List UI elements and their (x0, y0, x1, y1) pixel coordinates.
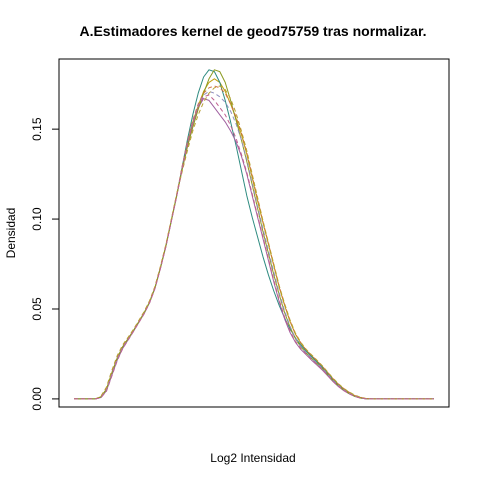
density-curve-8 (74, 94, 434, 400)
density-curve-6 (74, 90, 434, 400)
density-curve-4 (74, 69, 434, 400)
chart-title: A.Estimadores kernel de geod75759 tras n… (79, 23, 426, 39)
y-tick-label: 0.05 (30, 297, 44, 321)
y-axis: 0.00 0.05 0.10 0.15 (30, 117, 60, 411)
y-tick-label: 0.15 (30, 117, 44, 141)
density-curves (74, 69, 434, 400)
density-curve-2 (74, 69, 434, 400)
density-curve-7 (74, 85, 434, 400)
y-tick-label: 0.10 (30, 207, 44, 231)
density-curve-5 (74, 85, 434, 400)
density-curve-3 (74, 98, 434, 400)
y-axis-label: Densidad (4, 208, 18, 259)
density-curve-1 (74, 78, 434, 400)
x-axis-label: Log2 Intensidad (210, 451, 295, 465)
y-tick-label: 0.00 (30, 387, 44, 411)
